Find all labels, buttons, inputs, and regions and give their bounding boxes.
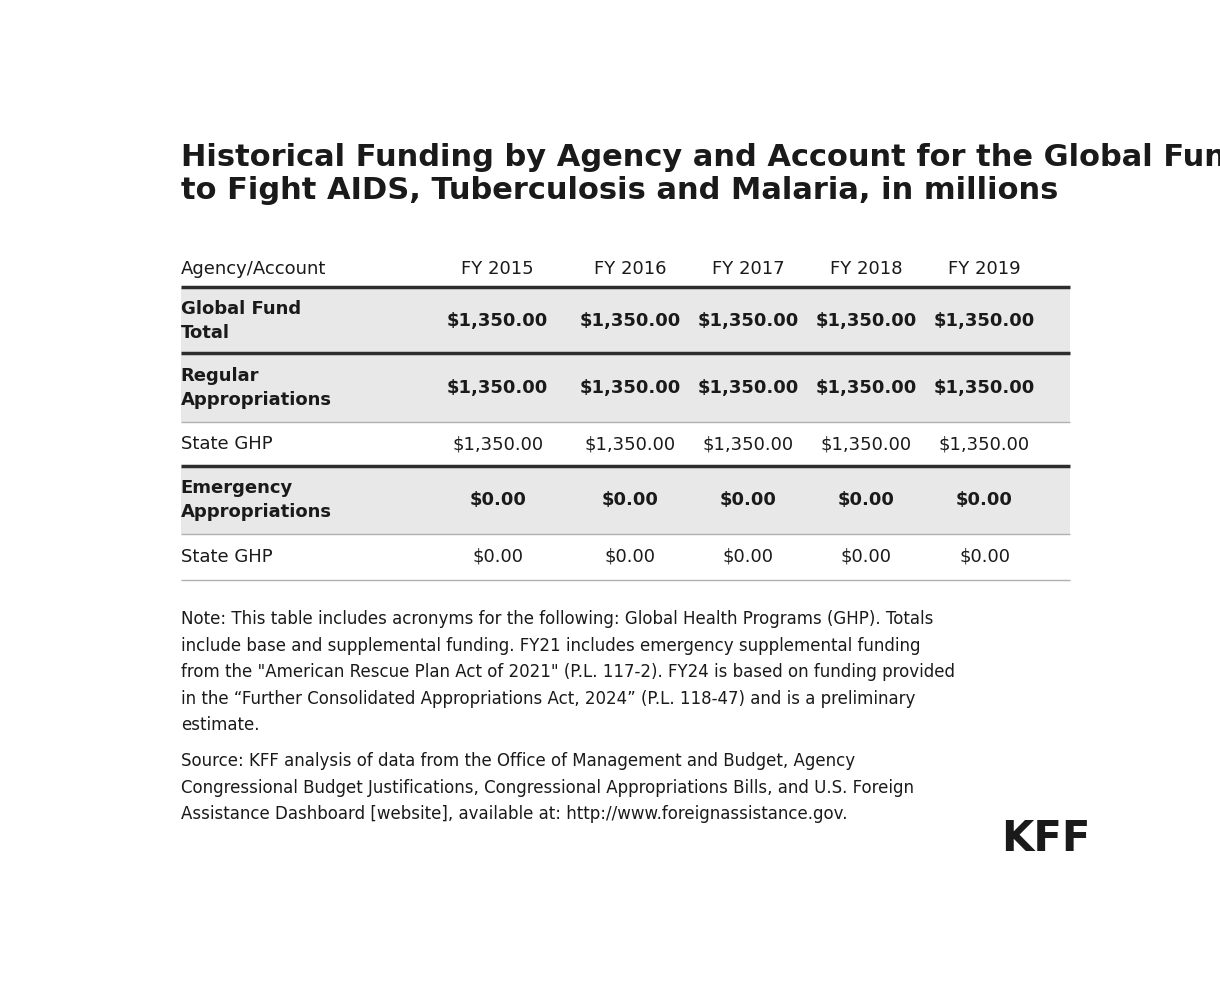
Text: Global Fund
Total: Global Fund Total [181,300,301,342]
Text: $0.00: $0.00 [601,491,659,509]
Text: FY 2016: FY 2016 [594,260,666,278]
Text: $0.00: $0.00 [472,548,523,566]
Text: $1,350.00: $1,350.00 [816,312,917,330]
Text: State GHP: State GHP [181,548,272,566]
Text: Source: KFF analysis of data from the Office of Management and Budget, Agency
Co: Source: KFF analysis of data from the Of… [181,752,914,823]
Text: $0.00: $0.00 [838,491,894,509]
Text: $0.00: $0.00 [959,548,1010,566]
Text: $1,350.00: $1,350.00 [447,312,548,330]
Text: FY 2015: FY 2015 [461,260,534,278]
Bar [181,288,1070,354]
Text: FY 2019: FY 2019 [948,260,1021,278]
Text: $0.00: $0.00 [722,548,773,566]
Text: $1,350.00: $1,350.00 [939,435,1030,453]
Text: $0.00: $0.00 [470,491,526,509]
Text: Historical Funding by Agency and Account for the Global Fund
to Fight AIDS, Tube: Historical Funding by Agency and Account… [181,142,1220,205]
Text: Agency/Account: Agency/Account [181,260,326,278]
Text: $1,350.00: $1,350.00 [698,378,799,397]
Text: $1,350.00: $1,350.00 [453,435,543,453]
Text: $0.00: $0.00 [604,548,655,566]
Text: $1,350.00: $1,350.00 [935,312,1035,330]
Text: FY 2018: FY 2018 [830,260,903,278]
Text: $1,350.00: $1,350.00 [447,378,548,397]
Text: KFF: KFF [1002,818,1091,860]
Text: $0.00: $0.00 [720,491,777,509]
Text: FY 2017: FY 2017 [711,260,784,278]
Text: $0.00: $0.00 [956,491,1013,509]
Text: $0.00: $0.00 [841,548,892,566]
Text: $1,350.00: $1,350.00 [703,435,794,453]
Bar [181,354,1070,422]
Text: Regular
Appropriations: Regular Appropriations [181,368,332,408]
Bar [181,466,1070,534]
Text: State GHP: State GHP [181,435,272,453]
Text: $1,350.00: $1,350.00 [935,378,1035,397]
Text: $1,350.00: $1,350.00 [698,312,799,330]
Text: $1,350.00: $1,350.00 [584,435,676,453]
Text: $1,350.00: $1,350.00 [580,378,681,397]
Text: Emergency
Appropriations: Emergency Appropriations [181,479,332,521]
Text: $1,350.00: $1,350.00 [816,378,917,397]
Text: $1,350.00: $1,350.00 [580,312,681,330]
Text: $1,350.00: $1,350.00 [821,435,911,453]
Text: Note: This table includes acronyms for the following: Global Health Programs (GH: Note: This table includes acronyms for t… [181,611,955,734]
